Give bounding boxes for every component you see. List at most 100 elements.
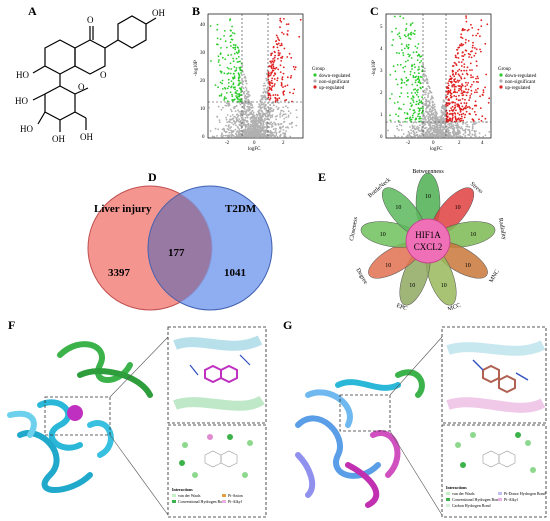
volcano-point xyxy=(260,120,263,122)
volcano-point xyxy=(461,73,464,75)
volcano-point xyxy=(230,108,232,111)
volcano-point xyxy=(465,15,467,17)
flower-petal-name: Closeness xyxy=(349,216,359,241)
volcano-point xyxy=(263,130,265,133)
volcano-point xyxy=(231,32,234,34)
volcano-point xyxy=(246,116,249,119)
volcano-point xyxy=(416,47,419,49)
volcano-point xyxy=(416,54,419,57)
volcano-point xyxy=(430,118,432,121)
volcano-point xyxy=(258,110,260,112)
volcano-point xyxy=(406,136,409,138)
volcano-point xyxy=(462,112,465,115)
volcano-point xyxy=(477,87,479,90)
volcano-point xyxy=(457,73,460,76)
volcano-point xyxy=(238,130,241,133)
volcano-point xyxy=(434,115,437,117)
volcano-point xyxy=(409,126,411,128)
volcano-point xyxy=(258,119,261,122)
volcano-point xyxy=(405,76,408,79)
volcano-point xyxy=(270,52,273,55)
volcano-point xyxy=(237,72,240,74)
volcano-point xyxy=(402,133,405,135)
volcano-point xyxy=(464,98,466,101)
volcano-point xyxy=(265,98,267,101)
volcano-point xyxy=(227,126,230,128)
volcano-point xyxy=(246,134,249,136)
volcano-point xyxy=(418,109,421,112)
volcano-point xyxy=(450,107,452,109)
volcano-point xyxy=(449,119,451,122)
volcano-point xyxy=(241,64,244,67)
volcano-point xyxy=(275,105,278,108)
volcano-point xyxy=(274,127,277,130)
volcano-point xyxy=(460,102,463,105)
volcano-point xyxy=(284,99,286,102)
atom-label-7oh: HO xyxy=(16,70,29,80)
volcano-point xyxy=(262,127,265,130)
volcano-point xyxy=(421,126,423,128)
volcano-point xyxy=(264,115,267,118)
volcano-point xyxy=(438,116,440,118)
volcano-point xyxy=(223,97,226,100)
volcano-point xyxy=(226,87,229,90)
volcano-point xyxy=(455,118,457,121)
volcano-point xyxy=(280,82,283,84)
volcano-point xyxy=(461,84,464,87)
volcano-point xyxy=(239,99,242,102)
volcano-point xyxy=(463,77,466,80)
volcano-point xyxy=(248,107,250,110)
volcano-point xyxy=(412,121,415,124)
volcano-point xyxy=(463,107,466,109)
volcano-point xyxy=(266,72,268,75)
volcano-point xyxy=(458,79,461,82)
volcano-point xyxy=(263,88,265,90)
volcano-point xyxy=(475,113,477,116)
volcano-point xyxy=(453,95,456,97)
volcano-point xyxy=(431,100,434,103)
volcano-point xyxy=(229,18,232,21)
docking-panel-g: Interactions van der Waals Conventional … xyxy=(295,326,547,518)
volcano-point xyxy=(219,70,222,73)
volcano-point xyxy=(249,118,252,120)
volcano-point xyxy=(223,35,225,37)
volcano-point xyxy=(464,128,467,131)
volcano-point xyxy=(439,129,442,132)
volcano-point xyxy=(265,135,268,138)
volcano-point xyxy=(449,80,452,83)
volcano-point xyxy=(458,119,461,121)
volcano-point xyxy=(422,63,424,66)
volcano-point xyxy=(277,123,280,125)
volcano-point xyxy=(477,77,479,80)
volcano-point xyxy=(232,130,235,132)
volcano-point xyxy=(402,17,405,19)
volcano-point xyxy=(423,96,426,99)
volcano-point xyxy=(217,86,219,89)
volcano-point xyxy=(229,41,232,44)
volcano-point xyxy=(403,34,406,37)
volcano-point xyxy=(405,27,408,30)
volcano-b-ytick: 10 xyxy=(200,107,206,112)
volcano-point xyxy=(219,52,222,55)
volcano-point xyxy=(406,134,409,137)
volcano-point xyxy=(244,116,247,119)
volcano-point xyxy=(242,87,245,90)
volcano-point xyxy=(277,38,280,40)
volcano-point xyxy=(417,75,420,78)
volcano-point xyxy=(209,25,212,27)
volcano-point xyxy=(420,132,423,135)
volcano-point xyxy=(426,133,429,136)
volcano-point xyxy=(272,108,275,111)
volcano-point xyxy=(407,95,409,98)
volcano-point xyxy=(273,121,275,124)
volcano-point xyxy=(227,135,229,138)
volcano-point xyxy=(264,126,267,129)
volcano-point xyxy=(231,38,234,41)
panel-d-label: D xyxy=(148,170,157,184)
volcano-point xyxy=(472,121,475,124)
volcano-point xyxy=(459,44,461,47)
volcano-point xyxy=(224,131,227,134)
volcano-point xyxy=(264,114,267,117)
volcano-point xyxy=(426,128,429,131)
volcano-point xyxy=(292,92,295,95)
